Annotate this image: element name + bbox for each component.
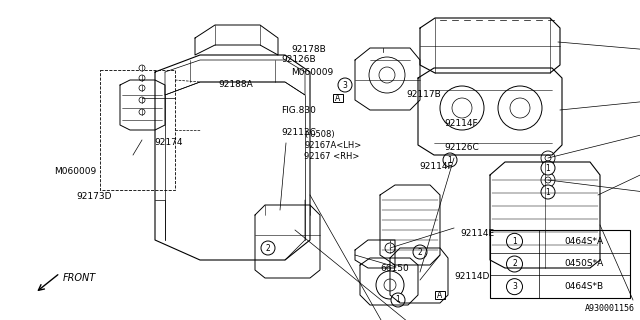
- Circle shape: [139, 75, 145, 81]
- Text: M060009: M060009: [54, 167, 97, 176]
- Text: 1: 1: [546, 164, 550, 172]
- Text: 92188A: 92188A: [218, 80, 253, 89]
- Text: FRONT: FRONT: [63, 273, 96, 283]
- Text: 92114E: 92114E: [461, 229, 495, 238]
- Text: A930001156: A930001156: [585, 304, 635, 313]
- Text: 92167A<LH>: 92167A<LH>: [304, 141, 361, 150]
- Circle shape: [139, 65, 145, 71]
- Text: 3: 3: [512, 282, 517, 291]
- Text: 92174: 92174: [154, 138, 182, 147]
- Circle shape: [506, 233, 522, 249]
- Circle shape: [139, 109, 145, 115]
- Circle shape: [506, 279, 522, 295]
- Text: 0464S*B: 0464S*B: [564, 282, 604, 291]
- Text: 3: 3: [342, 81, 348, 90]
- Bar: [100, 70, 175, 190]
- Circle shape: [338, 78, 352, 92]
- Circle shape: [139, 85, 145, 91]
- Text: 92114F: 92114F: [419, 162, 453, 171]
- Text: 0464S*A: 0464S*A: [564, 237, 604, 246]
- Text: 92114D: 92114D: [454, 272, 490, 281]
- Circle shape: [413, 245, 427, 259]
- Text: A: A: [335, 93, 340, 102]
- Text: 92113C: 92113C: [282, 128, 316, 137]
- Bar: [333, 94, 343, 102]
- Bar: [490, 230, 630, 298]
- Text: 1: 1: [546, 188, 550, 196]
- Text: 92178B: 92178B: [291, 45, 326, 54]
- Text: 92114F: 92114F: [445, 119, 479, 128]
- Circle shape: [541, 185, 555, 199]
- Text: 92173D: 92173D: [77, 192, 112, 201]
- Text: 92126C: 92126C: [445, 143, 479, 152]
- Text: (-0508): (-0508): [304, 130, 335, 139]
- Text: FIG.830: FIG.830: [282, 106, 316, 115]
- Text: 92126B: 92126B: [282, 55, 316, 64]
- Text: 2: 2: [418, 247, 422, 257]
- Text: 0450S*A: 0450S*A: [564, 260, 604, 268]
- Text: 2: 2: [266, 244, 270, 252]
- Circle shape: [139, 97, 145, 103]
- Text: 66150: 66150: [381, 264, 410, 273]
- Text: 92167 <RH>: 92167 <RH>: [304, 152, 360, 161]
- Text: M060009: M060009: [291, 68, 333, 76]
- Circle shape: [443, 153, 457, 167]
- Circle shape: [541, 161, 555, 175]
- Text: 2: 2: [512, 260, 517, 268]
- Circle shape: [385, 243, 395, 253]
- Text: 1: 1: [396, 295, 401, 305]
- Circle shape: [261, 241, 275, 255]
- Circle shape: [506, 256, 522, 272]
- Text: A: A: [437, 291, 443, 300]
- Circle shape: [391, 293, 405, 307]
- Text: 92117B: 92117B: [406, 90, 441, 99]
- Text: 1: 1: [447, 156, 452, 164]
- Bar: [435, 291, 445, 299]
- Text: 1: 1: [512, 237, 517, 246]
